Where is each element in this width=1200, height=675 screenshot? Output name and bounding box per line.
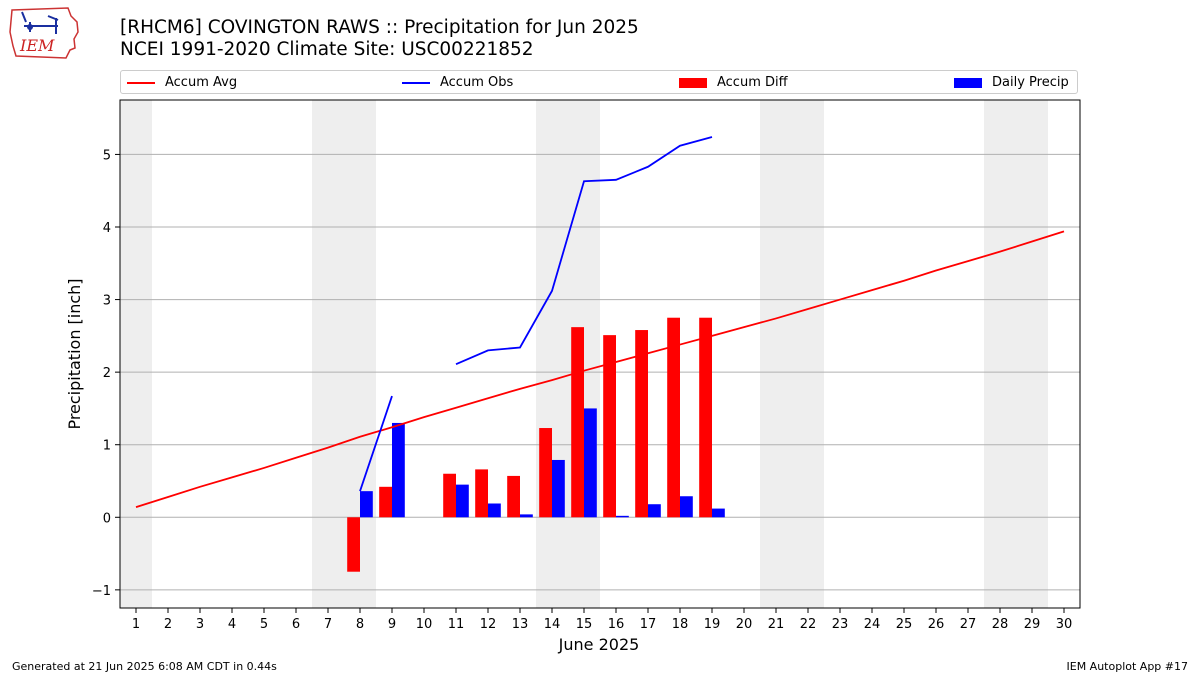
x-tick-label: 2 xyxy=(164,617,172,632)
chart-title: [RHCM6] COVINGTON RAWS :: Precipitation … xyxy=(120,17,639,38)
grid-layer xyxy=(120,153,1080,591)
legend-label-accum-obs: Accum Obs xyxy=(440,75,514,90)
legend-item-daily-precip: Daily Precip xyxy=(954,74,1069,92)
accum-diff-bar xyxy=(699,317,712,518)
daily-precip-bar xyxy=(552,459,565,518)
x-tick-label: 26 xyxy=(928,617,945,632)
y-tick-label: 5 xyxy=(103,148,111,163)
legend-swatch-blue-line xyxy=(402,81,430,84)
y-tick-label: 2 xyxy=(103,366,111,381)
accum-obs-line xyxy=(359,395,393,492)
accum-diff-bar xyxy=(667,317,680,518)
legend-item-accum-avg: Accum Avg xyxy=(127,74,237,92)
y-tick-label: 4 xyxy=(103,221,111,236)
x-tick-label: 22 xyxy=(800,617,817,632)
y-tick-label: 3 xyxy=(103,294,111,309)
accum-diff-bar xyxy=(539,428,552,518)
x-tick-label: 4 xyxy=(228,617,236,632)
x-tick-label: 5 xyxy=(260,617,268,632)
x-tick-label: 20 xyxy=(736,617,753,632)
legend-label-accum-diff: Accum Diff xyxy=(717,75,788,90)
x-tick-label: 13 xyxy=(512,617,529,632)
accum-diff-bar xyxy=(443,473,456,518)
footer-generated-text: Generated at 21 Jun 2025 6:08 AM CDT in … xyxy=(12,660,277,673)
x-axis-label: June 2025 xyxy=(558,635,640,654)
daily-precip-bar xyxy=(616,515,629,518)
daily-precip-bar xyxy=(680,496,693,518)
daily-precip-bar xyxy=(520,514,533,518)
x-tick-label: 1 xyxy=(132,617,140,632)
daily-precip-bar xyxy=(488,503,501,518)
chart-subtitle: NCEI 1991-2020 Climate Site: USC00221852 xyxy=(120,39,534,60)
x-tick-label: 3 xyxy=(196,617,204,632)
x-tick-label: 7 xyxy=(324,617,332,632)
x-tick-label: 14 xyxy=(544,617,561,632)
x-tick-label: 17 xyxy=(640,617,657,632)
station-dot-icon xyxy=(27,24,33,30)
daily-precip-bar xyxy=(584,408,597,518)
x-tick-label: 9 xyxy=(388,617,396,632)
accum-diff-bar xyxy=(603,335,616,518)
legend-item-accum-obs: Accum Obs xyxy=(402,74,513,92)
legend-label-accum-avg: Accum Avg xyxy=(165,75,238,90)
x-tick-label: 27 xyxy=(960,617,977,632)
weekend-shading-layer xyxy=(120,100,1048,608)
iem-logo: IEM xyxy=(9,7,79,59)
daily-precip-bar xyxy=(392,422,405,518)
accum-diff-bar xyxy=(507,475,520,518)
logo-text: IEM xyxy=(19,36,55,55)
weekend-shade xyxy=(120,100,152,608)
accum-diff-bar xyxy=(379,486,392,518)
daily-precip-bar xyxy=(712,508,725,518)
x-tick-label: 25 xyxy=(896,617,913,632)
x-tick-label: 19 xyxy=(704,617,721,632)
lines-layer xyxy=(135,136,1065,508)
daily-precip-bar xyxy=(360,491,373,518)
legend-swatch-blue-box xyxy=(954,77,982,88)
x-tick-label: 18 xyxy=(672,617,689,632)
x-tick-label: 8 xyxy=(356,617,364,632)
x-tick-label: 6 xyxy=(292,617,300,632)
x-tick-label: 15 xyxy=(576,617,593,632)
weekend-shade xyxy=(984,100,1048,608)
weekend-shade xyxy=(760,100,824,608)
x-tick-label: 11 xyxy=(448,617,465,632)
accum-diff-bar xyxy=(571,327,584,518)
y-tick-label: 0 xyxy=(103,511,111,526)
footer-app-text: IEM Autoplot App #17 xyxy=(1066,660,1189,673)
x-tick-label: 28 xyxy=(992,617,1009,632)
daily-precip-bar xyxy=(648,504,661,518)
x-tick-label: 10 xyxy=(416,617,433,632)
weekend-shade xyxy=(312,100,376,608)
legend-swatch-red-box xyxy=(679,77,707,88)
x-tick-label: 24 xyxy=(864,617,881,632)
daily-precip-bar xyxy=(456,484,469,518)
plot-frame xyxy=(119,99,1081,609)
x-tick-label: 23 xyxy=(832,617,849,632)
x-tick-label: 29 xyxy=(1024,617,1041,632)
accum-avg-line xyxy=(135,230,1065,508)
accum-obs-line xyxy=(455,136,713,365)
chart-legend: Accum Avg Accum Obs Accum Diff Daily Pre… xyxy=(120,70,1078,94)
x-tick-label: 21 xyxy=(768,617,785,632)
x-tick-label: 12 xyxy=(480,617,497,632)
bars-layer xyxy=(347,317,725,572)
accum-diff-bar xyxy=(475,469,488,518)
y-tick-label: 1 xyxy=(103,439,111,454)
y-axis-label: Precipitation [inch] xyxy=(65,278,84,429)
y-tick-label: −1 xyxy=(92,584,111,599)
accum-diff-bar xyxy=(635,330,648,518)
legend-label-daily-precip: Daily Precip xyxy=(992,75,1069,90)
legend-swatch-red-line xyxy=(127,81,155,84)
x-tick-label: 16 xyxy=(608,617,625,632)
legend-item-accum-diff: Accum Diff xyxy=(679,74,788,92)
weekend-shade xyxy=(536,100,600,608)
iowa-outline-shape xyxy=(9,7,79,59)
accum-diff-bar xyxy=(347,517,360,572)
x-tick-label: 30 xyxy=(1056,617,1073,632)
